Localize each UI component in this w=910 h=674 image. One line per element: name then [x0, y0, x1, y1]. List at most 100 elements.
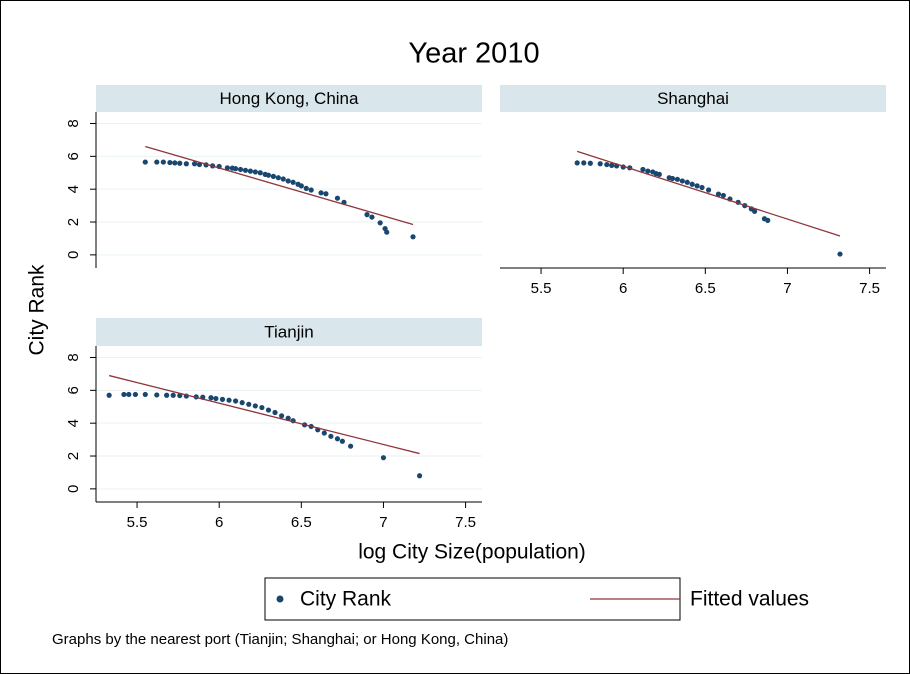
point: [323, 191, 329, 197]
y-tick-label: 6: [65, 386, 82, 394]
point: [106, 392, 112, 398]
point: [308, 187, 314, 193]
point: [172, 160, 178, 166]
point: [233, 166, 239, 172]
point: [339, 438, 345, 444]
point: [587, 160, 593, 166]
point: [369, 214, 375, 220]
point: [290, 179, 296, 185]
point: [715, 191, 722, 197]
point: [219, 396, 226, 402]
point: [699, 184, 705, 191]
point: [604, 161, 610, 168]
point: [280, 176, 286, 182]
point: [694, 183, 700, 189]
point: [328, 433, 334, 439]
point: [154, 392, 160, 398]
point: [237, 166, 244, 173]
point: [334, 436, 341, 442]
point: [645, 168, 651, 174]
fitted-line: [108, 374, 420, 455]
x-tick-label: 7: [379, 514, 387, 531]
point: [364, 212, 370, 218]
legend-label: Fitted values: [690, 588, 809, 611]
point: [679, 178, 685, 184]
point: [177, 160, 183, 166]
point: [347, 443, 354, 449]
point: [765, 217, 771, 223]
point: [121, 391, 127, 398]
point: [720, 192, 726, 199]
point: [279, 413, 285, 419]
point: [689, 181, 695, 187]
x-tick-label: 6.5: [695, 280, 716, 297]
point: [224, 165, 231, 171]
point: [167, 159, 173, 166]
panel-header: [500, 85, 886, 112]
panel-header: [96, 85, 482, 112]
point: [208, 395, 214, 401]
point: [270, 173, 276, 179]
x-axis-label: log City Size(population): [358, 541, 586, 564]
fitted-line: [145, 145, 414, 226]
point: [416, 473, 423, 479]
y-tick-label: 0: [65, 251, 82, 259]
point: [384, 229, 390, 235]
point: [126, 391, 132, 398]
x-tick-label: 5.5: [531, 280, 552, 297]
point: [132, 391, 139, 398]
panel-header: [96, 318, 482, 346]
point: [272, 409, 278, 416]
point: [252, 169, 258, 175]
fitted-line: [577, 150, 841, 237]
y-axis-label: City Rank: [26, 264, 49, 356]
note: Graphs by the nearest port (Tianjin; Sha…: [52, 631, 508, 648]
y-tick-label: 2: [65, 452, 82, 460]
point: [669, 175, 676, 182]
point: [574, 160, 580, 166]
point: [183, 161, 189, 167]
point: [265, 407, 272, 413]
chart-title: Year 2010: [408, 38, 539, 70]
point: [334, 195, 341, 201]
point: [226, 397, 232, 403]
point: [275, 175, 281, 181]
panel-title: Hong Kong, China: [220, 89, 359, 108]
y-tick-label: 8: [65, 353, 82, 361]
x-tick-label: 6.5: [291, 514, 312, 531]
legend-label: City Rank: [300, 588, 392, 611]
point: [684, 179, 690, 185]
y-tick-label: 2: [65, 218, 82, 226]
point: [170, 392, 176, 398]
point: [597, 161, 603, 167]
x-tick-label: 6: [215, 514, 223, 531]
point: [410, 234, 416, 240]
point: [318, 190, 324, 196]
point: [377, 220, 383, 226]
point: [242, 167, 249, 173]
point: [233, 398, 239, 404]
point: [751, 208, 758, 214]
point: [247, 168, 253, 174]
legend-swatch: [276, 595, 284, 603]
point: [674, 176, 680, 182]
point: [213, 395, 219, 402]
point: [640, 166, 646, 173]
point: [239, 400, 245, 406]
point: [154, 159, 160, 165]
y-tick-label: 8: [65, 119, 82, 127]
point: [142, 159, 148, 165]
point: [265, 172, 272, 178]
y-tick-label: 4: [65, 419, 82, 427]
point: [246, 401, 252, 407]
x-tick-label: 7: [783, 280, 791, 297]
point: [160, 159, 166, 165]
point: [837, 251, 843, 257]
point: [321, 430, 327, 436]
point: [656, 171, 662, 177]
point: [380, 455, 387, 461]
point: [259, 404, 265, 411]
x-tick-label: 7.5: [859, 280, 880, 297]
x-tick-label: 5.5: [127, 514, 148, 531]
